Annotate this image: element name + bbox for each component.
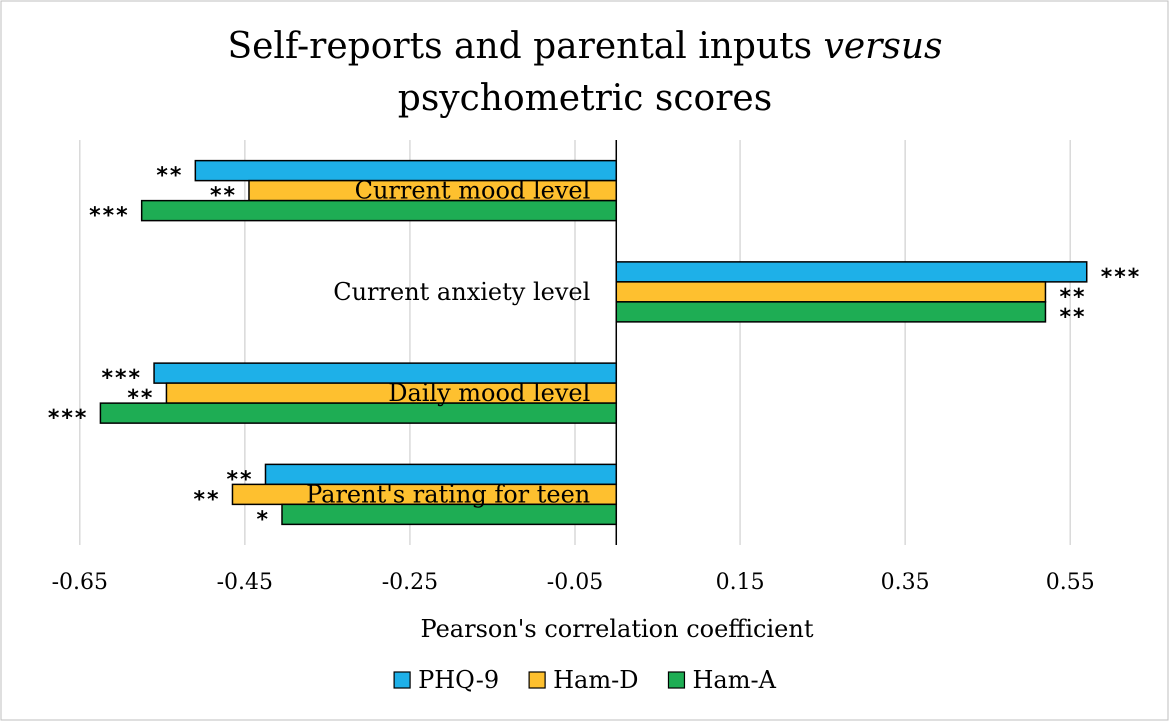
legend-label: Ham-D bbox=[553, 666, 638, 694]
legend: PHQ-9 Ham-D Ham-A bbox=[393, 666, 777, 694]
legend-swatch bbox=[528, 671, 546, 689]
x-tick-label: 0.55 bbox=[1046, 570, 1095, 595]
category-label: Current anxiety level bbox=[333, 278, 590, 306]
bar bbox=[615, 261, 1088, 283]
chart-title: Self-reports and parental inputs versus … bbox=[227, 26, 942, 119]
x-tick-label: 0.15 bbox=[716, 570, 765, 595]
category-label: Current mood level bbox=[355, 177, 591, 205]
chart-title-line-2: psychometric scores bbox=[398, 78, 772, 119]
significance-label: ** bbox=[226, 467, 253, 492]
significance-label: *** bbox=[89, 204, 130, 229]
bars bbox=[99, 159, 1088, 526]
legend-label: PHQ-9 bbox=[418, 666, 499, 694]
x-tick-label: 0.35 bbox=[881, 570, 930, 595]
legend-swatch bbox=[393, 671, 411, 689]
significance-label: ** bbox=[193, 487, 220, 512]
x-tick-labels: -0.65 -0.45 -0.25 -0.05 0.15 0.35 0.55 bbox=[52, 570, 1095, 595]
x-tick-label: -0.65 bbox=[52, 570, 108, 595]
significance-label: *** bbox=[48, 406, 89, 431]
x-tick-label: -0.45 bbox=[217, 570, 273, 595]
bar bbox=[615, 301, 1047, 323]
chart-title-line-1: Self-reports and parental inputs versus bbox=[227, 26, 942, 67]
category-label: Daily mood level bbox=[388, 379, 590, 407]
significance-label: * bbox=[256, 507, 270, 532]
significance-label: ** bbox=[1059, 285, 1086, 310]
x-tick-label: -0.25 bbox=[382, 570, 438, 595]
significance-label: *** bbox=[1101, 265, 1142, 290]
bar bbox=[615, 281, 1047, 303]
significance-label: ** bbox=[127, 386, 154, 411]
significance-label: ** bbox=[1059, 305, 1086, 330]
legend-swatch bbox=[667, 671, 686, 689]
x-tick-label: -0.05 bbox=[547, 570, 603, 595]
chart-title-part-2: versus bbox=[824, 26, 943, 67]
category-label: Parent's rating for teen bbox=[306, 480, 590, 508]
chart-title-part-1: Self-reports and parental inputs bbox=[227, 26, 823, 67]
x-axis-label: Pearson's correlation coefficient bbox=[421, 615, 814, 643]
significance-label: ** bbox=[210, 184, 237, 209]
significance-markers: *************************** bbox=[48, 164, 1142, 533]
category-labels: Current mood level Current anxiety level D… bbox=[306, 177, 590, 509]
legend-label: Ham-A bbox=[692, 666, 776, 694]
significance-label: ** bbox=[156, 164, 183, 189]
significance-label: *** bbox=[102, 366, 143, 391]
